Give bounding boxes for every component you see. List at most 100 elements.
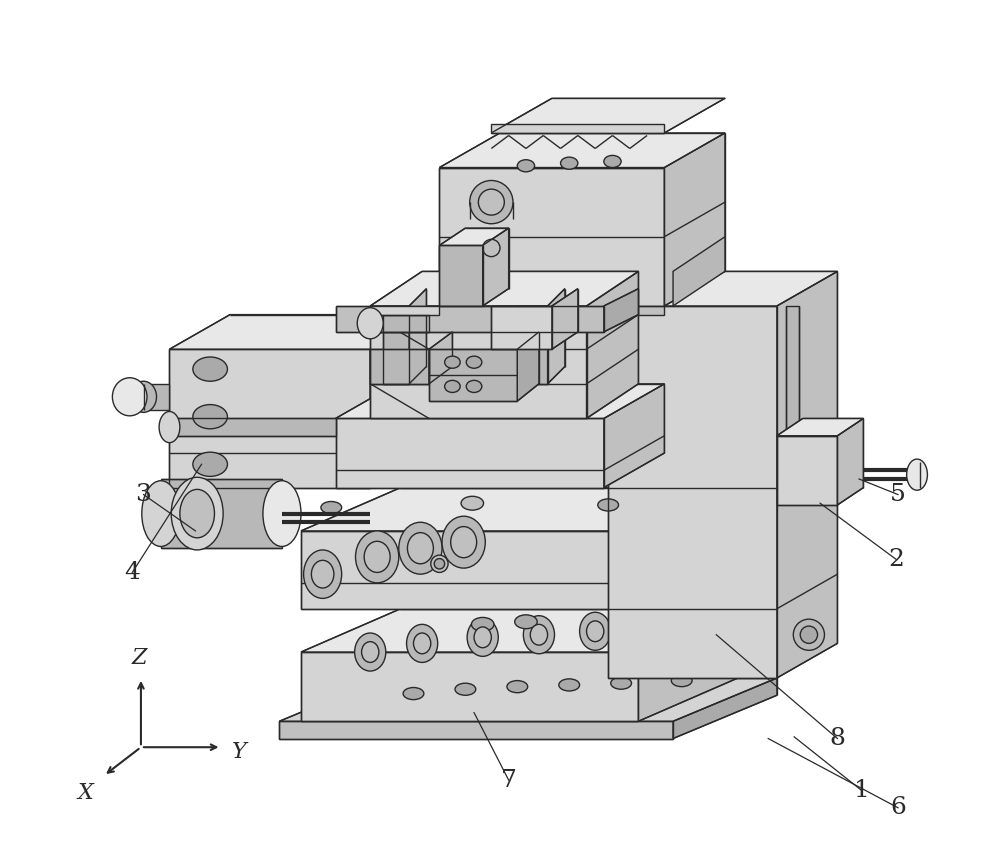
Polygon shape xyxy=(370,314,429,332)
Polygon shape xyxy=(439,228,509,246)
Ellipse shape xyxy=(466,356,482,368)
Polygon shape xyxy=(370,314,429,488)
Polygon shape xyxy=(638,488,738,608)
Ellipse shape xyxy=(180,490,214,538)
Text: 2: 2 xyxy=(888,548,904,571)
Ellipse shape xyxy=(434,559,445,569)
Polygon shape xyxy=(409,289,426,384)
Ellipse shape xyxy=(311,561,334,588)
Ellipse shape xyxy=(478,189,504,215)
Polygon shape xyxy=(336,418,604,488)
Polygon shape xyxy=(439,168,664,306)
Ellipse shape xyxy=(159,411,180,443)
Polygon shape xyxy=(370,349,429,384)
Ellipse shape xyxy=(598,499,619,511)
Ellipse shape xyxy=(399,523,442,574)
Ellipse shape xyxy=(171,477,223,550)
Ellipse shape xyxy=(193,404,227,429)
Ellipse shape xyxy=(431,556,448,572)
Polygon shape xyxy=(483,228,509,306)
Ellipse shape xyxy=(467,618,498,656)
Ellipse shape xyxy=(445,380,460,392)
Polygon shape xyxy=(301,608,738,652)
Polygon shape xyxy=(777,418,863,436)
Text: X: X xyxy=(77,782,93,804)
Polygon shape xyxy=(777,272,837,678)
Polygon shape xyxy=(169,314,429,349)
Ellipse shape xyxy=(142,481,180,547)
Ellipse shape xyxy=(193,357,227,381)
Polygon shape xyxy=(491,98,725,133)
Polygon shape xyxy=(673,237,725,306)
Polygon shape xyxy=(370,306,587,418)
Polygon shape xyxy=(336,306,604,332)
Ellipse shape xyxy=(442,516,485,569)
Text: 3: 3 xyxy=(136,483,151,506)
Ellipse shape xyxy=(304,550,342,598)
Polygon shape xyxy=(837,418,863,505)
Ellipse shape xyxy=(474,627,491,648)
Polygon shape xyxy=(301,488,738,531)
Ellipse shape xyxy=(362,641,379,662)
Ellipse shape xyxy=(461,496,484,510)
Ellipse shape xyxy=(515,615,537,628)
Polygon shape xyxy=(301,652,638,721)
Polygon shape xyxy=(279,678,777,721)
Polygon shape xyxy=(169,418,336,436)
Polygon shape xyxy=(604,289,638,332)
Ellipse shape xyxy=(413,633,431,654)
Polygon shape xyxy=(429,349,517,401)
Ellipse shape xyxy=(483,240,500,257)
Polygon shape xyxy=(608,306,777,678)
Ellipse shape xyxy=(559,679,580,691)
Text: 7: 7 xyxy=(501,768,517,792)
Polygon shape xyxy=(279,721,673,739)
Polygon shape xyxy=(429,332,452,384)
Text: 4: 4 xyxy=(124,561,140,584)
Polygon shape xyxy=(664,133,725,306)
Polygon shape xyxy=(777,436,837,505)
Ellipse shape xyxy=(800,626,818,643)
Polygon shape xyxy=(439,306,664,314)
Ellipse shape xyxy=(112,378,147,416)
Ellipse shape xyxy=(561,157,578,169)
Ellipse shape xyxy=(517,160,535,172)
Ellipse shape xyxy=(357,307,383,339)
Ellipse shape xyxy=(671,674,692,687)
Polygon shape xyxy=(517,306,548,384)
Ellipse shape xyxy=(604,155,621,168)
Polygon shape xyxy=(144,384,169,410)
Polygon shape xyxy=(517,332,539,401)
Ellipse shape xyxy=(907,459,927,490)
Ellipse shape xyxy=(611,677,632,689)
Ellipse shape xyxy=(507,681,528,693)
Polygon shape xyxy=(370,306,439,314)
Polygon shape xyxy=(439,133,725,168)
Polygon shape xyxy=(383,306,409,384)
Polygon shape xyxy=(336,384,664,418)
Polygon shape xyxy=(439,246,483,306)
Polygon shape xyxy=(604,384,664,488)
Ellipse shape xyxy=(580,612,611,650)
Polygon shape xyxy=(491,306,552,349)
Polygon shape xyxy=(491,124,664,133)
Ellipse shape xyxy=(321,502,342,514)
Ellipse shape xyxy=(407,624,438,662)
Ellipse shape xyxy=(356,531,399,582)
Ellipse shape xyxy=(471,617,494,631)
Ellipse shape xyxy=(407,533,433,564)
Ellipse shape xyxy=(445,356,460,368)
Polygon shape xyxy=(608,272,837,306)
Polygon shape xyxy=(786,306,799,479)
Text: 5: 5 xyxy=(890,483,906,506)
Text: Y: Y xyxy=(232,741,247,763)
Text: Z: Z xyxy=(131,648,147,669)
Polygon shape xyxy=(169,349,370,488)
Polygon shape xyxy=(552,289,578,349)
Polygon shape xyxy=(161,479,282,549)
Polygon shape xyxy=(370,272,638,306)
Ellipse shape xyxy=(131,381,157,412)
Text: 8: 8 xyxy=(829,727,845,750)
Polygon shape xyxy=(587,272,638,418)
Ellipse shape xyxy=(403,687,424,700)
